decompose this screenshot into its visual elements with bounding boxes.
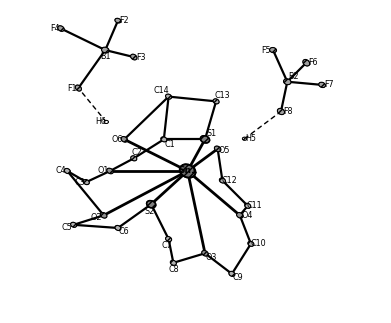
Text: F7: F7 [324,80,334,89]
Ellipse shape [83,180,89,185]
Text: B1: B1 [100,52,111,61]
Text: S1: S1 [207,129,217,138]
Text: C2: C2 [131,148,142,157]
Ellipse shape [100,213,107,218]
Text: O3: O3 [205,253,216,262]
Ellipse shape [115,18,121,23]
Ellipse shape [131,54,137,60]
Ellipse shape [248,241,254,246]
Ellipse shape [200,136,210,143]
Ellipse shape [303,59,310,66]
Ellipse shape [115,225,121,231]
Text: C13: C13 [215,91,230,100]
Text: C10: C10 [250,239,265,248]
Text: C7: C7 [161,241,172,250]
Ellipse shape [219,178,226,183]
Ellipse shape [170,260,176,265]
Text: C9: C9 [233,273,244,282]
Text: F3: F3 [136,53,145,62]
Ellipse shape [102,47,109,53]
Ellipse shape [319,82,325,88]
Text: O6: O6 [111,135,123,144]
Ellipse shape [165,236,172,242]
Text: C6: C6 [119,227,129,236]
Text: F4: F4 [50,24,59,33]
Ellipse shape [165,94,172,99]
Ellipse shape [283,79,291,85]
Ellipse shape [71,222,77,227]
Text: S2: S2 [145,207,155,216]
Ellipse shape [64,169,70,173]
Ellipse shape [229,271,235,276]
Ellipse shape [104,120,108,123]
Text: F5: F5 [261,46,271,55]
Ellipse shape [270,47,276,53]
Ellipse shape [179,164,196,178]
Text: C3: C3 [74,178,84,187]
Text: C12: C12 [221,176,237,185]
Ellipse shape [277,109,285,115]
Text: C5: C5 [61,224,72,233]
Ellipse shape [121,137,127,142]
Ellipse shape [131,156,137,161]
Text: O1: O1 [97,166,109,175]
Text: F8: F8 [283,107,293,116]
Ellipse shape [213,99,219,104]
Text: C14: C14 [154,87,169,95]
Ellipse shape [147,201,156,208]
Text: B2: B2 [288,72,299,81]
Ellipse shape [245,203,251,208]
Text: C1: C1 [164,140,175,149]
Text: O2: O2 [91,214,102,222]
Text: C4: C4 [56,166,66,175]
Text: F2: F2 [119,16,129,25]
Ellipse shape [242,137,247,140]
Text: F1: F1 [67,84,77,93]
Ellipse shape [107,168,113,174]
Text: Sn1: Sn1 [178,166,197,175]
Ellipse shape [58,26,64,31]
Ellipse shape [75,85,81,91]
Text: H5: H5 [245,134,256,143]
Text: C8: C8 [168,265,179,274]
Ellipse shape [202,251,208,256]
Text: C11: C11 [247,201,262,210]
Text: O5: O5 [219,146,230,155]
Text: O4: O4 [241,211,253,220]
Ellipse shape [214,146,221,151]
Ellipse shape [161,137,167,142]
Text: H6: H6 [96,118,107,126]
Ellipse shape [237,213,243,218]
Text: F6: F6 [308,58,317,67]
